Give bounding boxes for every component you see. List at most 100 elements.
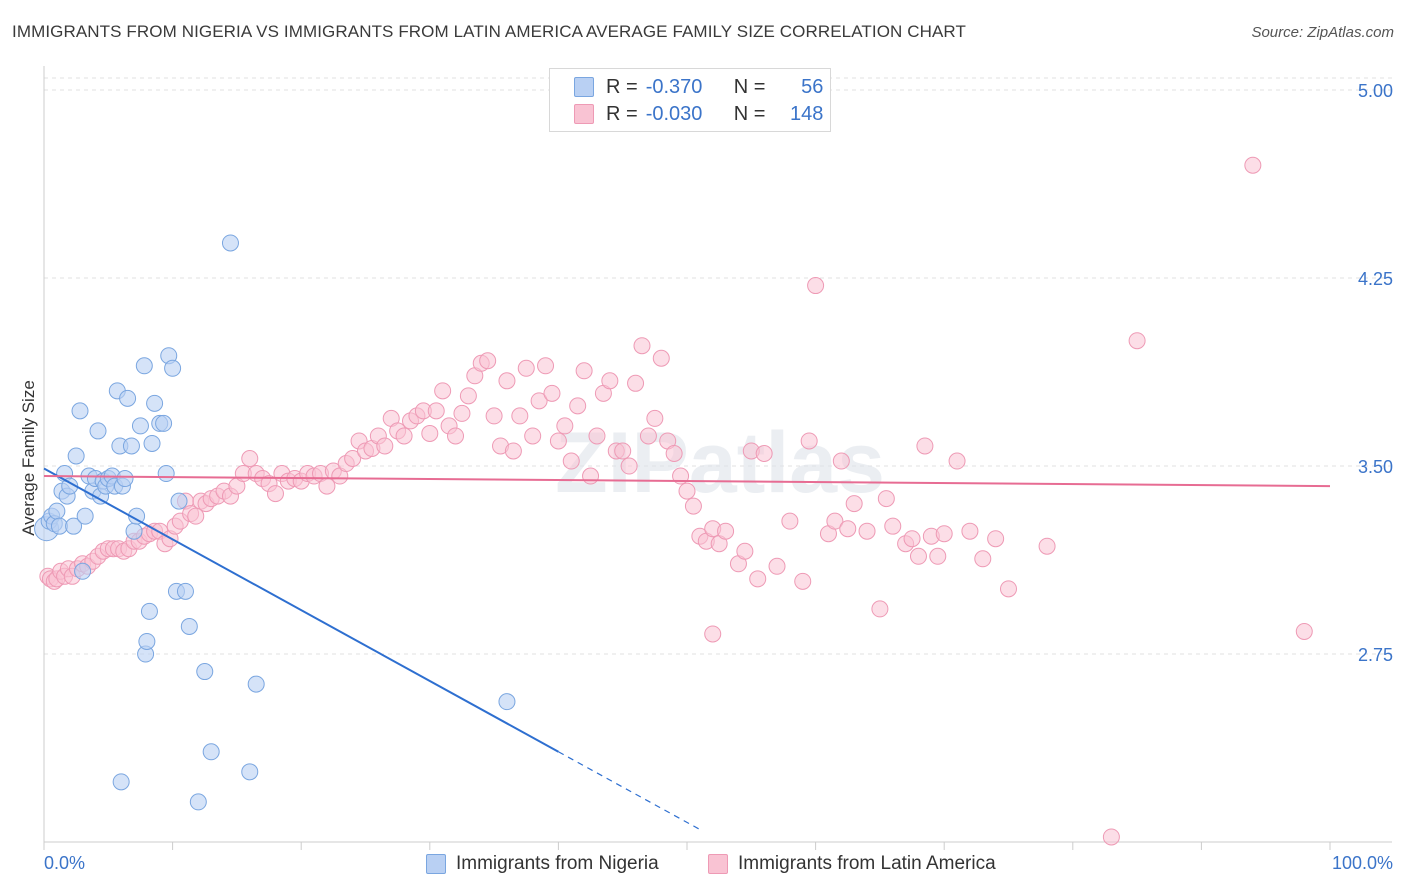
nigeria-point: [156, 415, 172, 431]
latin-point: [1245, 157, 1261, 173]
nigeria-point: [75, 563, 91, 579]
legend-row-latin: R = -0.030 N = 148: [574, 102, 823, 126]
scatter-chart: ZIPatlas 2.753.504.255.000.0% 100.0% Aver…: [0, 0, 1406, 892]
latin-point: [267, 486, 283, 502]
nigeria-point: [190, 794, 206, 810]
latin-point: [570, 398, 586, 414]
latin-point: [583, 468, 599, 484]
bottom-legend-nigeria: Immigrants from Nigeria: [426, 852, 659, 876]
nigeria-point: [147, 395, 163, 411]
nigeria-point: [242, 764, 258, 780]
y-tick-label: 4.25: [1358, 269, 1393, 289]
latin-point: [1001, 581, 1017, 597]
nigeria-point: [117, 471, 133, 487]
nigeria-legend-swatch: [426, 854, 446, 874]
nigeria-trend-extension: [558, 752, 699, 830]
latin-point: [634, 338, 650, 354]
nigeria-point: [177, 583, 193, 599]
latin-point: [428, 403, 444, 419]
latin-point: [962, 523, 978, 539]
latin-point: [801, 433, 817, 449]
x-tick-label: 0.0%: [44, 853, 85, 873]
nigeria-point: [77, 508, 93, 524]
nigeria-point: [499, 694, 515, 710]
latin-point: [1103, 829, 1119, 845]
latin-point: [988, 531, 1004, 547]
latin-point: [448, 428, 464, 444]
latin-point: [505, 443, 521, 459]
latin-point: [808, 278, 824, 294]
legend-n-label: N =: [734, 76, 766, 99]
nigeria-trend-line: [44, 469, 558, 752]
latin-point: [1039, 538, 1055, 554]
nigeria-point: [126, 523, 142, 539]
y-tick-label: 3.50: [1358, 457, 1393, 477]
legend-row-nigeria: R = -0.370 N = 56: [574, 75, 823, 99]
latin-point: [242, 451, 258, 467]
latin-point: [705, 626, 721, 642]
latin-point: [480, 353, 496, 369]
latin-point: [846, 496, 862, 512]
legend-r-label: R =: [606, 76, 638, 99]
latin-point: [486, 408, 502, 424]
latin-point: [782, 513, 798, 529]
latin-point: [396, 428, 412, 444]
latin-point: [647, 410, 663, 426]
latin-legend-swatch: [708, 854, 728, 874]
latin-point: [422, 425, 438, 441]
bottom-legend-latin: Immigrants from Latin America: [708, 852, 996, 876]
latin-point: [550, 433, 566, 449]
latin-point: [538, 358, 554, 374]
y-tick-label: 5.00: [1358, 81, 1393, 101]
latin-point: [975, 551, 991, 567]
latin-point: [435, 383, 451, 399]
nigeria-point: [181, 618, 197, 634]
latin-point: [859, 523, 875, 539]
nigeria-point: [203, 744, 219, 760]
legend-n-value: 56: [779, 76, 823, 99]
nigeria-point: [90, 423, 106, 439]
latin-point: [460, 388, 476, 404]
nigeria-point: [49, 503, 65, 519]
latin-point: [1296, 623, 1312, 639]
latin-point: [917, 438, 933, 454]
latin-point: [872, 601, 888, 617]
latin-point: [518, 360, 534, 376]
latin-point: [769, 558, 785, 574]
nigeria-point: [144, 435, 160, 451]
latin-legend-label: Immigrants from Latin America: [738, 853, 996, 875]
latin-point: [878, 491, 894, 507]
latin-point: [525, 428, 541, 444]
latin-point: [512, 408, 528, 424]
latin-swatch: [574, 104, 594, 124]
latin-point: [936, 526, 952, 542]
nigeria-swatch: [574, 77, 594, 97]
nigeria-point: [113, 774, 129, 790]
latin-point: [737, 543, 753, 559]
nigeria-point: [120, 390, 136, 406]
legend-r-value: -0.030: [646, 103, 726, 126]
nigeria-point: [222, 235, 238, 251]
latin-point: [499, 373, 515, 389]
latin-point: [615, 443, 631, 459]
latin-point: [840, 521, 856, 537]
nigeria-legend-label: Immigrants from Nigeria: [456, 853, 659, 875]
latin-point: [377, 438, 393, 454]
latin-point: [756, 445, 772, 461]
latin-point: [628, 375, 644, 391]
latin-point: [833, 453, 849, 469]
nigeria-point: [197, 664, 213, 680]
trend-lines: [44, 469, 1330, 830]
latin-point: [750, 571, 766, 587]
nigeria-point: [158, 466, 174, 482]
y-axis-label: Average Family Size: [19, 380, 38, 536]
nigeria-point: [139, 633, 155, 649]
latin-point: [621, 458, 637, 474]
latin-point: [795, 573, 811, 589]
latin-point: [910, 548, 926, 564]
nigeria-point: [68, 448, 84, 464]
latin-point: [544, 385, 560, 401]
x-tick-label: 100.0%: [1332, 853, 1393, 873]
latin-point: [454, 405, 470, 421]
latin-point: [653, 350, 669, 366]
